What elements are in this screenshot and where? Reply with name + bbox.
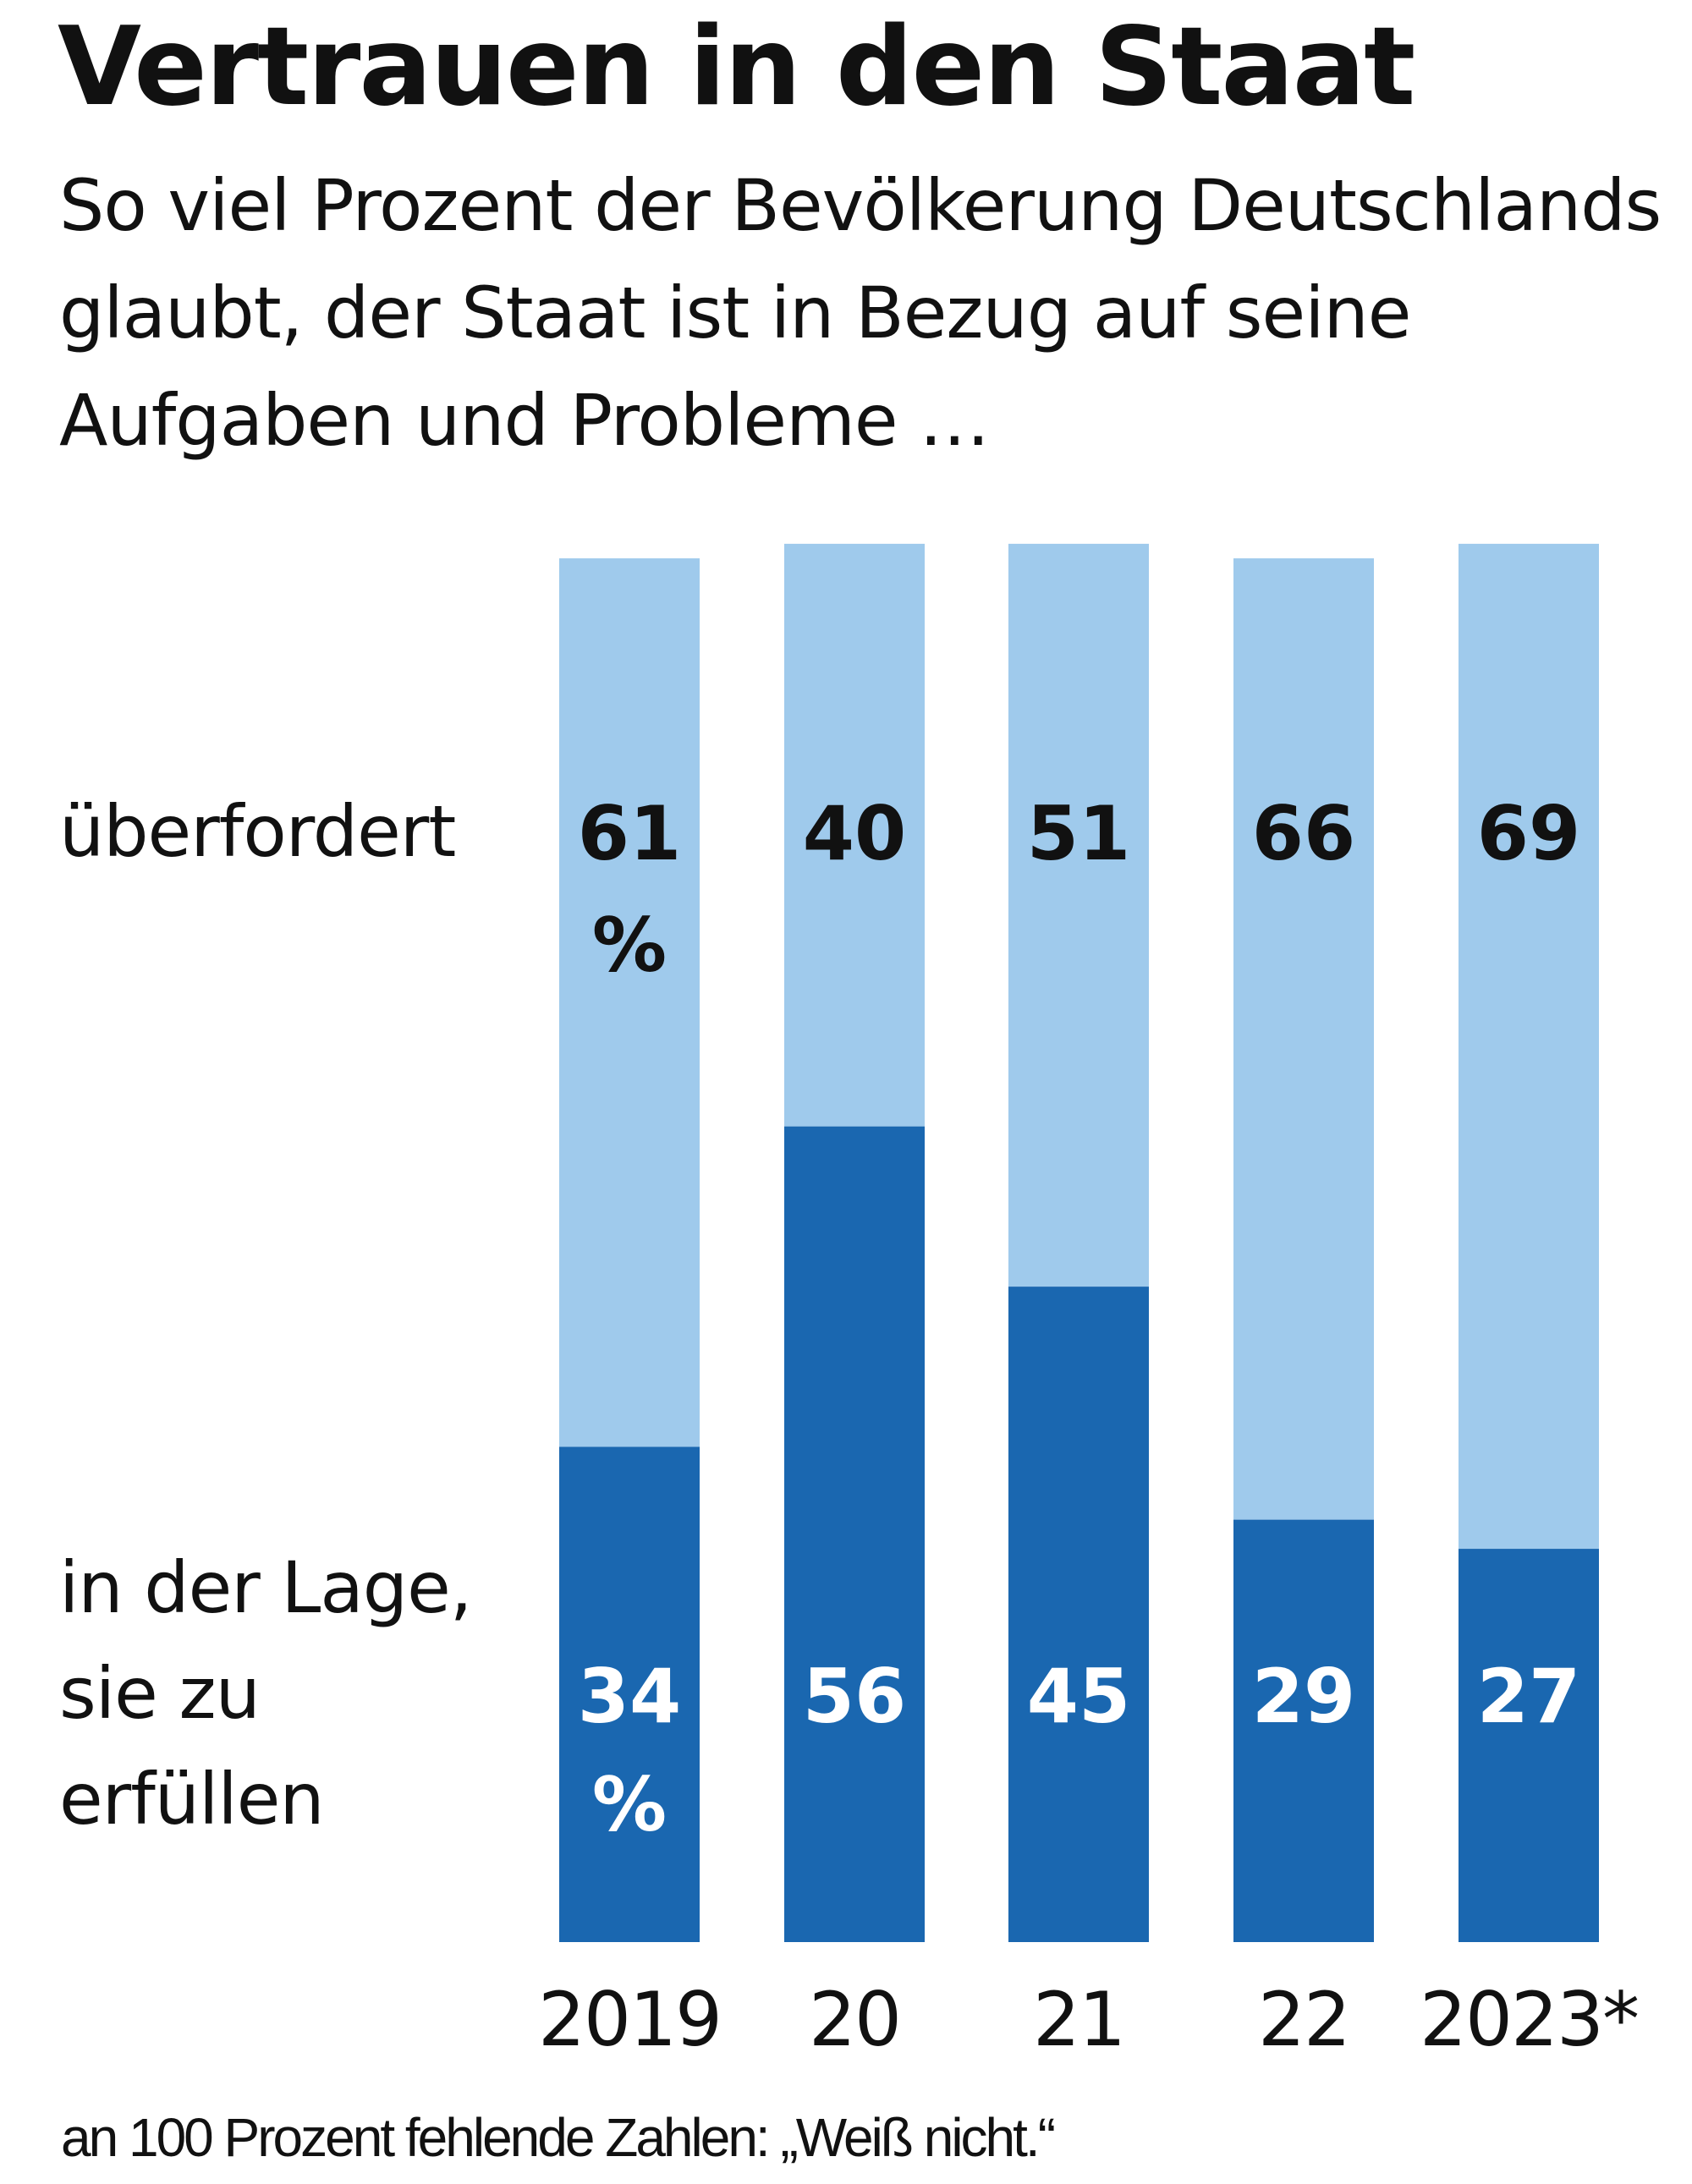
unit-label: % [592, 902, 667, 989]
data-label: 34 [578, 1653, 681, 1740]
x-tick-label: 22 [1258, 1976, 1349, 2063]
footnote: an 100 Prozent fehlende Zahlen: „Weiß ni… [61, 2107, 1056, 2168]
x-tick-label: 2023* [1420, 1976, 1638, 2063]
bar-ueberfordert [559, 558, 700, 1447]
series-label-in-der-lage: sie zu [59, 1652, 260, 1735]
x-tick-label: 20 [809, 1976, 900, 2063]
unit-label: % [592, 1761, 667, 1848]
series-label-ueberfordert: überfordert [59, 790, 455, 873]
bar-in-der-lage [784, 1126, 925, 1942]
bar-ueberfordert [1008, 543, 1149, 1287]
bar-in-der-lage [1008, 1287, 1149, 1942]
data-label: 56 [803, 1653, 906, 1740]
data-label: 45 [1027, 1653, 1130, 1740]
chart-title: Vertrauen in den Staat [58, 4, 1415, 130]
bar-in-der-lage [1459, 1549, 1599, 1942]
bar-ueberfordert [1233, 558, 1374, 1520]
chart-subtitle: So viel Prozent der Bevölkerung Deutschl… [59, 164, 1662, 462]
x-tick-label: 2019 [538, 1976, 721, 2063]
bar-in-der-lage [1233, 1519, 1374, 1942]
data-label: 66 [1252, 790, 1355, 877]
data-label: 69 [1477, 790, 1580, 877]
x-tick-label: 21 [1033, 1976, 1124, 2063]
data-label: 29 [1252, 1653, 1355, 1740]
data-label: 61 [578, 790, 681, 877]
bar-ueberfordert [784, 543, 925, 1127]
series-label-in-der-lage: erfüllen [59, 1758, 324, 1841]
bar-ueberfordert [1459, 543, 1599, 1550]
data-label: 27 [1477, 1653, 1580, 1740]
series-label-in-der-lage: in der Lage, [59, 1546, 472, 1629]
data-label: 51 [1027, 790, 1130, 877]
data-label: 40 [803, 790, 906, 877]
bar-in-der-lage [559, 1446, 700, 1942]
